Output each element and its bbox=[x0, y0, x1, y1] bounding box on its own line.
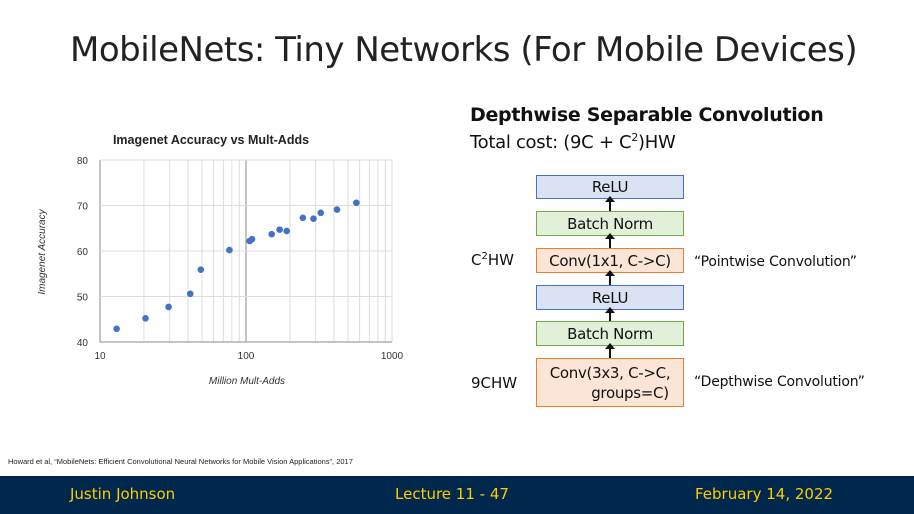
arrow-up bbox=[605, 343, 615, 358]
relu-top-box: ReLU bbox=[536, 175, 684, 199]
data-point bbox=[142, 315, 149, 322]
arrow-up bbox=[605, 270, 615, 285]
batchnorm-bottom-box: Batch Norm bbox=[536, 321, 684, 346]
accuracy-scatter-chart: Imagenet Accuracy vs Mult-Adds 40 50 60 70 8… bbox=[37, 133, 404, 387]
footer-bar: Justin Johnson Lecture 11 - 47 February … bbox=[0, 476, 914, 514]
arrow-up bbox=[605, 307, 615, 322]
data-point bbox=[310, 215, 317, 222]
depthwise-conv-label: “Depthwise Convolution” bbox=[694, 374, 865, 390]
footer-author: Justin Johnson bbox=[70, 485, 176, 503]
depthwise-conv-line1: Conv(3x3, C->C, bbox=[549, 363, 671, 382]
x-tick-label: 1000 bbox=[381, 351, 404, 362]
arrow-up bbox=[605, 196, 615, 211]
depthwise-conv-box: Conv(3x3, C->C, groups=C) bbox=[536, 358, 684, 407]
data-point bbox=[165, 303, 172, 311]
footer-lecture: Lecture 11 - 47 bbox=[395, 485, 509, 503]
data-point bbox=[268, 230, 276, 238]
data-point bbox=[186, 290, 194, 298]
data-point bbox=[353, 199, 360, 207]
depthwise-conv-line2: groups=C) bbox=[591, 383, 669, 402]
total-cost: Total cost: (9C + C2)HW bbox=[470, 131, 676, 153]
y-axis-label: Imagenet Accuracy bbox=[37, 208, 48, 294]
data-point bbox=[197, 266, 205, 273]
data-point bbox=[248, 235, 256, 243]
data-point bbox=[113, 325, 120, 333]
arrow-up bbox=[605, 233, 615, 248]
diagram-heading: Depthwise Separable Convolution bbox=[470, 104, 824, 126]
depthwise-cost-label: 9CHW bbox=[471, 374, 518, 392]
y-axis-ticks: 40 50 60 70 80 bbox=[77, 156, 89, 349]
slide-title: MobileNets: Tiny Networks (For Mobile De… bbox=[70, 30, 858, 70]
x-tick-label: 10 bbox=[94, 351, 106, 362]
data-point bbox=[299, 214, 307, 222]
y-tick-label: 50 bbox=[77, 293, 89, 304]
batchnorm-top-box: Batch Norm bbox=[536, 211, 684, 236]
data-point bbox=[276, 226, 283, 233]
y-tick-label: 40 bbox=[77, 338, 89, 349]
y-tick-label: 60 bbox=[77, 247, 89, 258]
pointwise-conv-label: “Pointwise Convolution” bbox=[694, 254, 857, 270]
data-point bbox=[333, 206, 341, 213]
citation: Howard et al, “MobileNets: Efficient Con… bbox=[8, 457, 353, 466]
chart-grid bbox=[99, 159, 393, 343]
data-point bbox=[283, 227, 290, 235]
footer-date: February 14, 2022 bbox=[695, 485, 834, 503]
pointwise-conv-box: Conv(1x1, C->C) bbox=[536, 248, 684, 273]
x-axis-ticks: 10 100 1000 bbox=[94, 351, 403, 362]
data-points bbox=[113, 199, 360, 333]
x-tick-label: 100 bbox=[238, 351, 255, 362]
data-point bbox=[317, 209, 325, 217]
chart-title: Imagenet Accuracy vs Mult-Adds bbox=[113, 133, 309, 147]
y-tick-label: 80 bbox=[77, 156, 89, 167]
pointwise-cost-label: C2HW bbox=[471, 251, 514, 269]
y-tick-label: 70 bbox=[77, 202, 89, 213]
x-axis-label: Million Mult-Adds bbox=[209, 376, 285, 387]
data-point bbox=[226, 246, 233, 254]
